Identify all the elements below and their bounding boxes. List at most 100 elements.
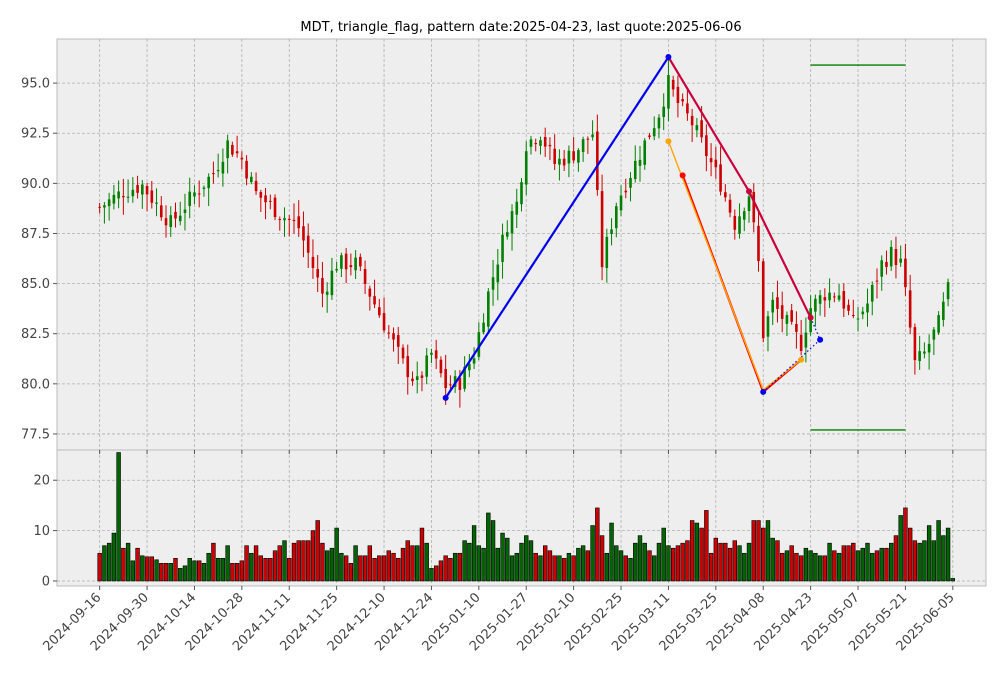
volume-bar	[178, 568, 183, 582]
volume-bar	[410, 545, 415, 582]
volume-bar	[362, 555, 368, 582]
volume-bar	[329, 547, 335, 582]
volume-grid	[57, 450, 986, 586]
volume-bars	[97, 452, 956, 582]
candle-body	[790, 310, 793, 322]
candle-body	[738, 216, 741, 234]
candle-body	[719, 164, 722, 192]
candle-body	[913, 327, 917, 361]
candle-body	[662, 106, 665, 117]
candle-body	[515, 201, 519, 215]
volume-bar	[206, 552, 211, 582]
volume-bar	[102, 545, 107, 582]
volume-bar	[623, 555, 628, 582]
volume-bar	[282, 540, 287, 582]
candle-body	[387, 332, 391, 334]
volume-bar	[803, 547, 809, 582]
candle-body	[795, 323, 798, 332]
volume-bar	[557, 555, 562, 582]
volume-bar	[585, 550, 591, 582]
volume-bar	[386, 550, 391, 582]
candle-body	[335, 268, 338, 271]
candle-body	[766, 316, 770, 337]
candle-body	[396, 335, 400, 347]
candle-body	[406, 356, 410, 378]
candle-body	[690, 115, 694, 126]
candle-body	[709, 158, 713, 163]
candle-body	[496, 264, 500, 283]
volume-bar	[182, 565, 188, 582]
volume-bar	[926, 525, 932, 582]
volume-bar	[234, 563, 240, 582]
volume-bar	[898, 515, 903, 582]
candle-body	[112, 194, 116, 204]
pattern-marker	[760, 388, 767, 395]
candle-body	[851, 315, 855, 317]
candle-body	[344, 253, 348, 270]
volume-bar	[524, 535, 529, 582]
volume-bar	[789, 545, 794, 582]
candle-body	[183, 209, 187, 214]
volume-bar	[879, 547, 884, 582]
candle-body	[927, 343, 931, 353]
volume-tick-label: 20	[33, 474, 50, 489]
volume-bar	[860, 547, 865, 582]
candle-body	[624, 190, 628, 193]
volume-bar	[377, 555, 382, 582]
candle-body	[221, 161, 225, 174]
candle-body	[363, 268, 367, 284]
volume-bar	[846, 545, 851, 582]
volume-bar	[111, 532, 117, 582]
volume-bar	[144, 556, 150, 582]
candle-body	[207, 176, 210, 189]
candle-body	[728, 199, 732, 213]
volume-bar	[652, 555, 657, 582]
volume-bar	[566, 552, 572, 582]
candle-body	[572, 151, 575, 161]
candle-body	[164, 218, 168, 226]
candle-body	[354, 257, 357, 271]
candle-body	[610, 229, 613, 234]
candle-body	[875, 280, 879, 282]
candle-body	[472, 358, 476, 364]
price-grid	[57, 39, 986, 450]
candle-body	[814, 298, 817, 312]
candle-body	[197, 193, 201, 195]
candle-body	[188, 191, 192, 206]
candle-body	[126, 196, 130, 198]
candle-body	[382, 313, 386, 331]
volume-bar	[827, 542, 832, 582]
candle-body	[226, 140, 229, 159]
candle-body	[107, 199, 111, 207]
candle-body	[529, 139, 533, 147]
candle-body	[605, 236, 609, 268]
candle-body	[861, 311, 865, 315]
candle-body	[411, 378, 414, 382]
volume-bar	[708, 552, 714, 582]
candle-body	[643, 140, 647, 165]
volume-bar	[438, 560, 444, 582]
candle-body	[325, 291, 329, 295]
pattern-overlay	[442, 54, 906, 431]
candle-body	[856, 318, 860, 320]
volume-bar	[367, 545, 373, 582]
volume-bar	[680, 542, 685, 582]
candle-body	[311, 256, 315, 268]
volume-bar	[405, 540, 410, 582]
pattern-marker	[807, 314, 814, 321]
candle-body	[306, 235, 310, 253]
candle-body	[747, 196, 751, 212]
volume-bar	[296, 540, 301, 582]
volume-bar	[675, 545, 681, 582]
volume-bar	[149, 556, 154, 582]
candle-body	[937, 315, 940, 333]
candle-body	[780, 305, 784, 319]
volume-bar	[415, 545, 420, 582]
volume-bar	[211, 542, 216, 582]
candle-body	[923, 351, 926, 354]
volume-bar	[353, 545, 358, 582]
volume-bar	[723, 542, 728, 582]
volume-bar	[263, 557, 268, 582]
candle-body	[131, 189, 135, 197]
candle-body	[562, 158, 566, 166]
